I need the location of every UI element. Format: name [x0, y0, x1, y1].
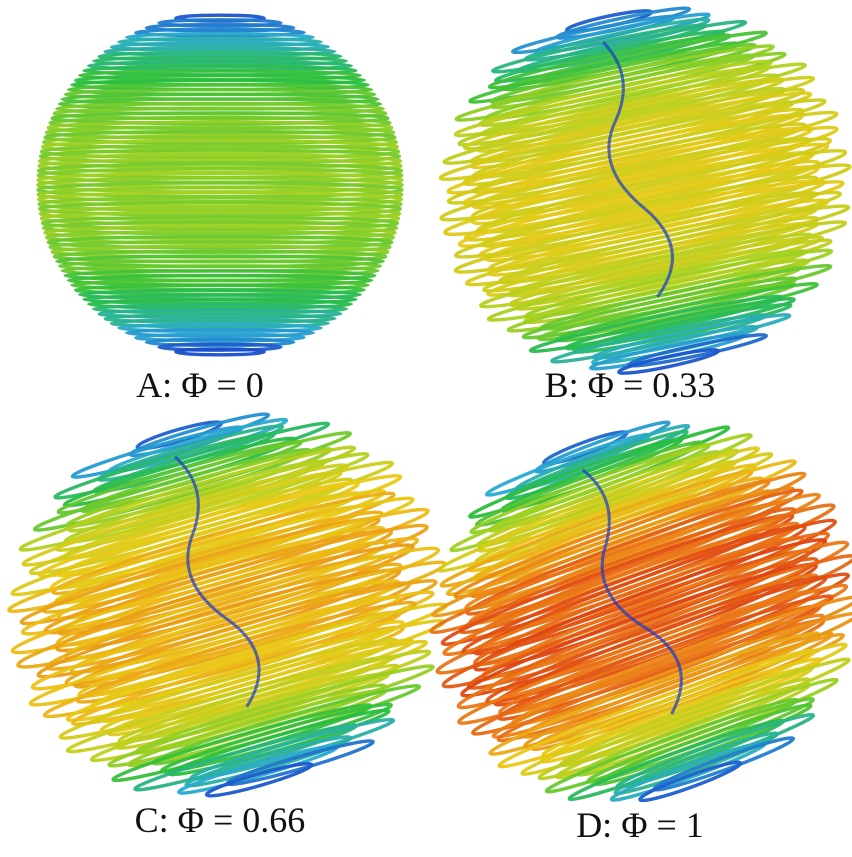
- caption: D: Φ = 1: [576, 805, 704, 845]
- tube-ring: [482, 215, 820, 293]
- tube-ring: [110, 41, 330, 53]
- tube-ring: [40, 215, 400, 231]
- tube-ring: [43, 129, 397, 145]
- tube-ring: [92, 303, 348, 315]
- tube-sphere: [429, 420, 852, 803]
- tube-ring: [43, 225, 397, 241]
- tube-ring: [464, 486, 795, 611]
- tube-ring: [473, 531, 831, 667]
- tube-ring: [638, 760, 743, 803]
- tube-ring: [617, 348, 720, 375]
- tube-ring: [446, 122, 808, 205]
- tube-ring: [40, 139, 400, 155]
- tube-ring: [441, 549, 811, 689]
- core-line: [581, 468, 683, 715]
- tube-ring: [117, 36, 323, 48]
- tube-ring: [103, 46, 337, 57]
- tube-ring: [42, 134, 398, 150]
- tube-sphere: [438, 6, 852, 375]
- caption: B: Φ = 0.33: [545, 365, 716, 405]
- tube-ring: [77, 590, 435, 698]
- tube-ring: [125, 327, 315, 338]
- tube-ring: [469, 471, 807, 599]
- tube-ring: [615, 713, 816, 789]
- tube-ring: [46, 120, 394, 136]
- tube-ring: [103, 313, 337, 324]
- tube-ring: [189, 717, 396, 781]
- tube-ring: [204, 761, 314, 798]
- tube-ring: [479, 232, 814, 309]
- core-line: [602, 41, 674, 298]
- tube-ring: [435, 535, 805, 675]
- tube-ring: [125, 32, 315, 43]
- tube-ring: [110, 317, 330, 329]
- tube-ring: [44, 125, 396, 140]
- tube-ring: [38, 200, 402, 217]
- tube-ring: [174, 347, 266, 357]
- tube-ring: [564, 297, 796, 351]
- tube-ring: [473, 538, 828, 672]
- tube-ring: [97, 308, 343, 320]
- tube-ring: [28, 595, 400, 707]
- tube-ring: [473, 518, 837, 656]
- tube-ring: [541, 642, 848, 758]
- tube-ring: [457, 73, 780, 147]
- tube-ring: [50, 489, 387, 591]
- tube-ring: [461, 524, 807, 655]
- tube-ring: [38, 205, 402, 222]
- tube-ring: [117, 322, 323, 334]
- tube-ring: [117, 649, 432, 744]
- core-line: [174, 455, 261, 708]
- tube-ring: [42, 220, 398, 236]
- caption: A: Φ = 0: [136, 365, 264, 405]
- tube-ring: [463, 159, 821, 242]
- tube-ring: [39, 210, 401, 227]
- tube-ring: [528, 294, 784, 353]
- tube-ring: [134, 27, 306, 38]
- caption: C: Φ = 0.66: [135, 800, 306, 840]
- tube-ring: [75, 600, 417, 704]
- tube-ring: [184, 735, 353, 788]
- tube-ring: [613, 731, 780, 796]
- tube-ring: [470, 137, 833, 220]
- tube-ring: [471, 604, 822, 736]
- tube-sphere: [36, 13, 404, 357]
